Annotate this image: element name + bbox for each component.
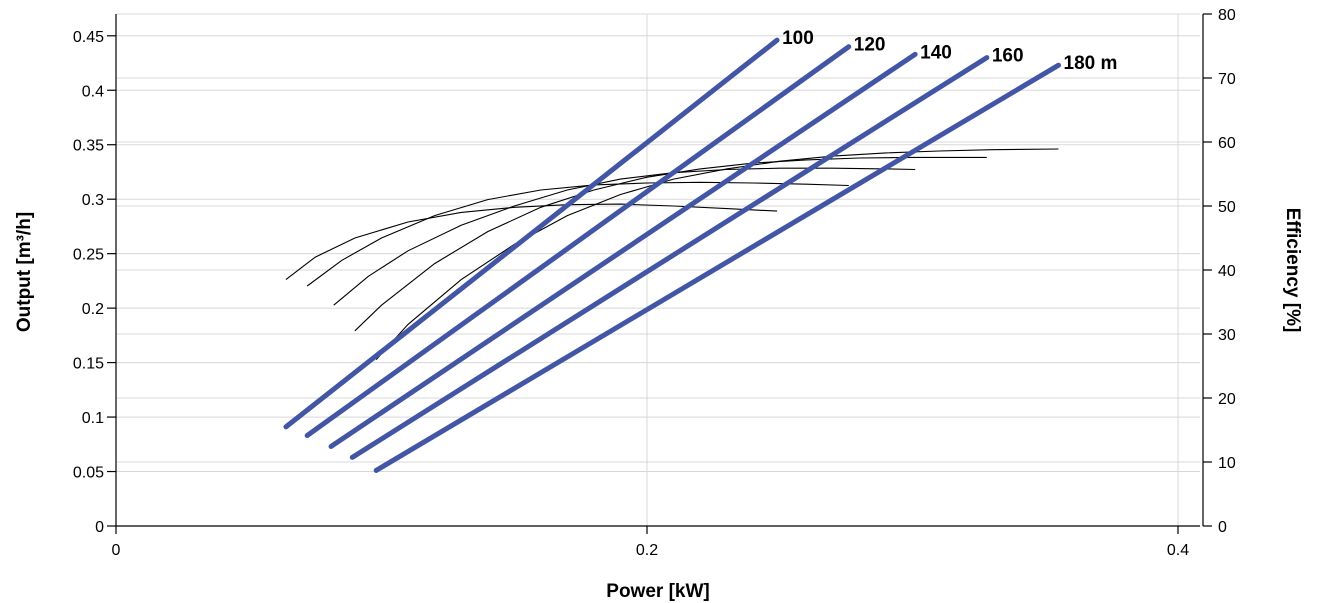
y2-tick-label: 0 bbox=[1218, 519, 1227, 536]
y-tick-label: 0.25 bbox=[73, 247, 104, 264]
y-tick-label: 0.4 bbox=[82, 83, 104, 100]
y-tick-label: 0.1 bbox=[82, 410, 104, 427]
efficiency-curves bbox=[285, 148, 1059, 360]
series-line bbox=[373, 62, 1062, 473]
series-label: 160 bbox=[992, 46, 1024, 67]
y-tick-label: 0.45 bbox=[73, 29, 104, 46]
efficiency-curve bbox=[354, 156, 987, 332]
y2-tick-label: 10 bbox=[1218, 455, 1236, 472]
label-layer: 100 120 140 160 180 m bbox=[782, 28, 1117, 74]
y-tick-label: 0.15 bbox=[73, 356, 104, 373]
grid-layer bbox=[116, 13, 1200, 526]
y2-tick-label: 40 bbox=[1218, 263, 1236, 280]
series-line bbox=[283, 37, 780, 430]
series-label: 180 m bbox=[1064, 53, 1118, 74]
y2-tick-label: 80 bbox=[1218, 7, 1236, 24]
series-label: 100 bbox=[782, 28, 814, 49]
series-label: 120 bbox=[854, 35, 886, 56]
y-tick-label: 0.35 bbox=[73, 138, 104, 155]
y-tick-label: 0 bbox=[95, 519, 104, 536]
x-tick-label: 0 bbox=[112, 542, 121, 559]
efficiency-curve bbox=[375, 148, 1059, 360]
x-tick-label: 0.2 bbox=[636, 542, 658, 559]
series-line bbox=[304, 44, 852, 439]
y-axis-title: Output [m³/h] bbox=[14, 212, 35, 332]
series-line bbox=[328, 51, 918, 449]
y2-tick-label: 50 bbox=[1218, 199, 1236, 216]
axes-layer: 00.050.10.150.20.250.30.350.40.450102030… bbox=[73, 7, 1236, 559]
efficiency-curve bbox=[333, 167, 916, 306]
y2-tick-label: 20 bbox=[1218, 391, 1236, 408]
y2-tick-label: 60 bbox=[1218, 135, 1236, 152]
power-lines bbox=[283, 37, 1062, 473]
y-tick-label: 0.2 bbox=[82, 301, 104, 318]
x-tick-label: 0.4 bbox=[1167, 542, 1189, 559]
y2-tick-label: 70 bbox=[1218, 71, 1236, 88]
y-tick-label: 0.3 bbox=[82, 192, 104, 209]
series-line bbox=[349, 55, 990, 460]
efficiency-curve bbox=[306, 181, 849, 287]
x-axis-title: Power [kW] bbox=[606, 581, 709, 602]
y2-tick-label: 30 bbox=[1218, 327, 1236, 344]
efficiency-curve bbox=[285, 203, 778, 281]
y2-axis-title: Efficiency [%] bbox=[1282, 208, 1303, 333]
series-label: 140 bbox=[920, 42, 952, 63]
y-tick-label: 0.05 bbox=[73, 465, 104, 482]
